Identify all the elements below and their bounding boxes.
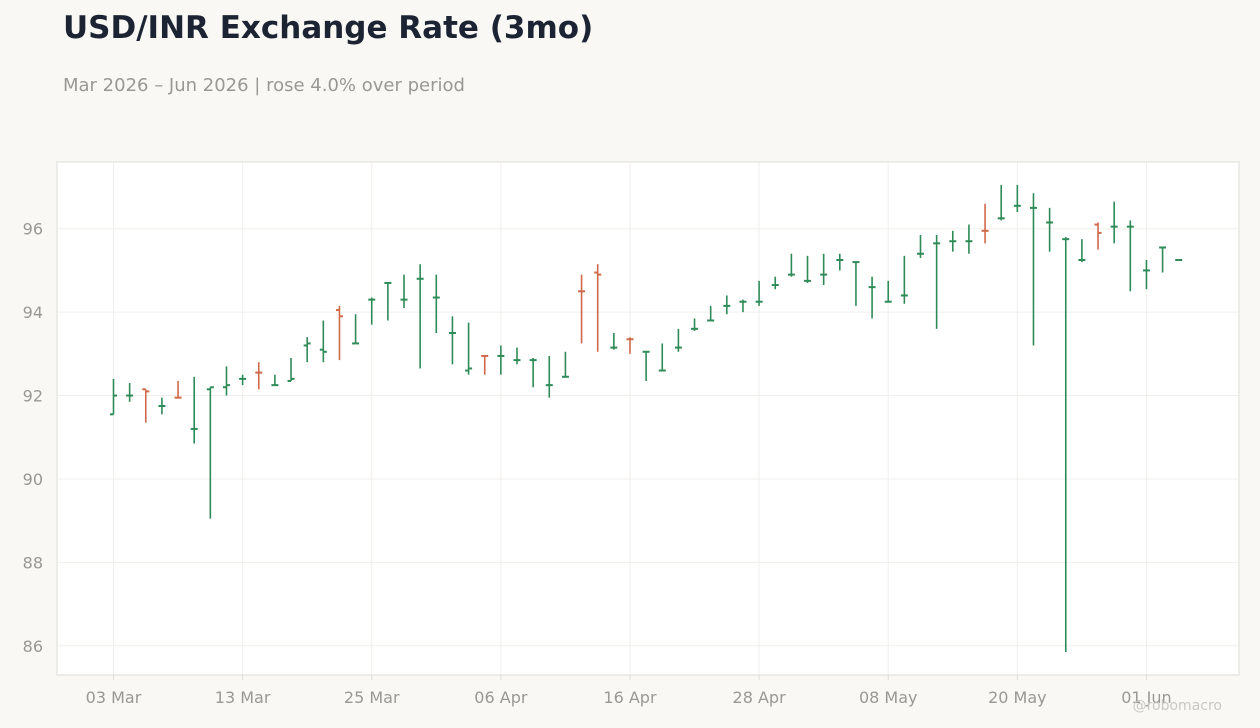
y-tick-label: 96 <box>23 220 43 239</box>
ohlc-bar <box>1175 259 1183 262</box>
ohlc-bar <box>658 343 666 372</box>
ohlc-bar <box>448 316 456 365</box>
ohlc-bar <box>917 234 924 258</box>
ohlc-bar <box>1029 193 1037 346</box>
ohlc-bar <box>965 224 973 254</box>
ohlc-bar <box>287 358 295 382</box>
x-tick-label: 03 Mar <box>86 688 142 707</box>
ohlc-bar <box>820 253 828 286</box>
ohlc-bar <box>1094 222 1102 250</box>
y-tick-label: 92 <box>23 387 43 406</box>
ohlc-bar <box>691 318 699 331</box>
x-tick-label: 13 Mar <box>215 688 271 707</box>
ohlc-bar <box>368 297 376 325</box>
ohlc-bar <box>836 253 844 271</box>
x-axis-ticks: 03 Mar 13 Mar 25 Mar 06 Apr 16 Apr 28 Apr 08 M… <box>86 675 1172 707</box>
ohlc-bar <box>1013 184 1021 213</box>
plot-area <box>57 162 1239 675</box>
ohlc-bar <box>1142 260 1150 290</box>
ohlc-bar <box>610 333 618 350</box>
ohlc-bar <box>545 355 553 398</box>
ohlc-bar <box>900 255 908 304</box>
x-tick-label: 01 Jun <box>1121 688 1171 707</box>
ohlc-bar <box>723 295 731 315</box>
ohlc-bar <box>981 203 989 244</box>
ohlc-bar <box>352 314 360 345</box>
ohlc-bar <box>1078 239 1086 263</box>
ohlc-bar <box>174 380 182 399</box>
ohlc-bar <box>949 230 957 252</box>
chart-subtitle: Mar 2026 – Jun 2026 | rose 4.0% over per… <box>63 75 465 96</box>
ohlc-bar <box>674 328 682 352</box>
ohlc-bar <box>481 354 489 375</box>
watermark: @robomacro <box>1133 698 1222 714</box>
ohlc-bar <box>497 345 505 375</box>
ohlc-bar <box>1046 207 1054 252</box>
ohlc-bar <box>384 281 392 321</box>
ohlc-bar <box>400 274 408 308</box>
y-axis-ticks: 86 88 90 92 94 96 <box>23 220 43 656</box>
ohlc-bar <box>739 299 747 313</box>
ohlc-bar <box>626 337 634 354</box>
ohlc-bar <box>561 351 569 378</box>
ohlc-bar <box>142 388 150 423</box>
ohlc-bar <box>578 274 586 344</box>
ohlc-bar <box>126 383 134 402</box>
ohlc-bar <box>642 350 650 381</box>
ohlc-bar <box>271 374 279 387</box>
plot-frame <box>56 161 1240 676</box>
ohlc-bar <box>529 358 537 388</box>
ohlc-bar <box>1110 201 1118 244</box>
ohlc-bar <box>997 184 1005 221</box>
x-tick-label: 08 May <box>859 688 918 707</box>
chart-title: USD/INR Exchange Rate (3mo) <box>63 10 594 46</box>
ohlc-bar <box>255 362 263 390</box>
y-tick-label: 94 <box>23 303 43 322</box>
ohlc-bar <box>1159 246 1167 273</box>
y-tick-label: 86 <box>23 637 43 656</box>
ohlc-bar <box>755 280 763 306</box>
ohlc-bar <box>594 264 602 352</box>
ohlc-bar <box>787 253 795 277</box>
x-tick-label: 25 Mar <box>344 688 400 707</box>
ohlc-bar <box>465 322 473 375</box>
ohlc-bar <box>110 378 117 416</box>
ohlc-bar <box>852 261 860 306</box>
ohlc-bar <box>335 305 343 361</box>
ohlc-bar <box>771 276 779 290</box>
ohlc-bar <box>868 276 876 319</box>
ohlc-bar <box>513 347 521 365</box>
ohlc-bar <box>190 376 198 444</box>
ohlc-bar <box>432 274 440 333</box>
ohlc-bar <box>707 305 715 322</box>
ohlc-bar <box>884 280 892 303</box>
grid-lines <box>57 162 1239 675</box>
price-bars <box>110 184 1183 653</box>
ohlc-bar <box>239 374 247 386</box>
ohlc-bar <box>1062 237 1070 653</box>
ohlc-bar <box>804 255 812 283</box>
x-tick-label: 28 Apr <box>733 688 787 707</box>
x-tick-label: 06 Apr <box>474 688 528 707</box>
ohlc-bar <box>222 366 230 396</box>
ohlc-bar <box>158 397 166 415</box>
ohlc-bar <box>206 386 214 519</box>
x-tick-label: 20 May <box>988 688 1047 707</box>
ohlc-bar <box>933 234 941 329</box>
ohlc-bar <box>303 337 311 363</box>
ohlc-bar <box>416 264 424 369</box>
y-tick-label: 88 <box>23 553 43 572</box>
ohlc-bar <box>1126 220 1134 292</box>
ohlc-bar <box>319 320 327 363</box>
y-tick-label: 90 <box>23 470 43 489</box>
x-tick-label: 16 Apr <box>603 688 657 707</box>
